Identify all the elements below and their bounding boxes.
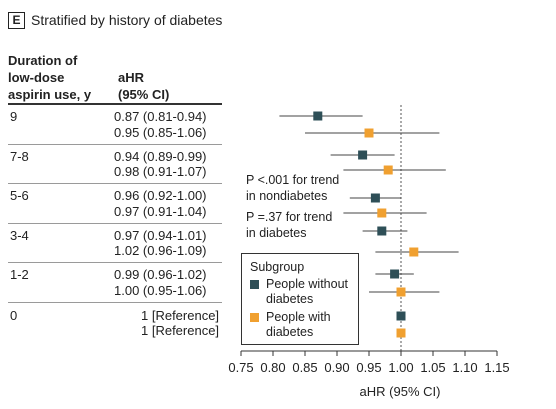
x-tick-label: 0.75 [228, 360, 253, 375]
estimate-point [396, 311, 406, 321]
trend-annotation-line: in nondiabetes [246, 189, 328, 203]
row-divider [8, 183, 222, 184]
duration-header-line: Duration of [8, 53, 78, 68]
row-label-3-4: 3-4 [10, 228, 29, 243]
estimate-point [396, 287, 406, 297]
estimate-point [383, 165, 393, 175]
legend-label: People without diabetes [266, 277, 349, 306]
legend-swatch-dark [250, 280, 259, 289]
x-tick-label: 0.95 [356, 360, 381, 375]
x-tick-label: 1.05 [420, 360, 445, 375]
x-tick-label: 0.90 [324, 360, 349, 375]
ci-without-7-8: 0.94 (0.89-0.99) [114, 149, 207, 164]
estimate-point [390, 269, 400, 279]
ci-without-3-4: 0.97 (0.94-1.01) [114, 228, 207, 243]
ahr-column-header: aHR (95% CI) [118, 69, 169, 103]
estimate-point [370, 193, 380, 203]
trend-annotation-nondiabetes: P <.001 for trend in nondiabetes [246, 172, 339, 204]
ci-without-1-2: 0.99 (0.96-1.02) [114, 267, 207, 282]
trend-annotation-line: P =.37 for trend [246, 210, 333, 224]
ci-with-5-6: 0.97 (0.91-1.04) [114, 204, 207, 219]
ci-without-0: 1 [Reference] [141, 308, 220, 323]
row-label-9: 9 [10, 109, 18, 124]
ci-with-9: 0.95 (0.85-1.06) [114, 125, 207, 140]
legend-item-without-diabetes: People without diabetes [250, 277, 350, 307]
ci-with-1-2: 1.00 (0.95-1.06) [114, 283, 207, 298]
row-divider [8, 302, 222, 303]
header-divider [8, 103, 222, 105]
duration-column-header: Duration of low-dose aspirin use, y [8, 52, 91, 103]
estimate-point [409, 247, 419, 257]
estimate-point [313, 111, 323, 121]
legend-swatch-orange [250, 313, 259, 322]
legend-item-with-diabetes: People with diabetes [250, 310, 350, 340]
estimate-point [377, 226, 387, 236]
trend-annotation-diabetes: P =.37 for trend in diabetes [246, 209, 332, 241]
duration-header-line: aspirin use, y [8, 87, 92, 102]
estimate-point [377, 208, 387, 218]
ci-without-9: 0.87 (0.81-0.94) [114, 109, 207, 124]
x-tick-label: 1.15 [484, 360, 509, 375]
duration-header-line: low-dose [8, 70, 65, 85]
row-divider [8, 223, 222, 224]
panel-title: Stratified by history of diabetes [31, 12, 223, 28]
ahr-header-line: (95% CI) [118, 87, 170, 102]
row-divider [8, 262, 222, 263]
estimate-point [358, 150, 368, 160]
ahr-header-line: aHR [118, 70, 145, 85]
ci-with-7-8: 0.98 (0.91-1.07) [114, 164, 207, 179]
x-tick-label: 1.00 [388, 360, 413, 375]
row-label-0: 0 [10, 308, 18, 323]
row-label-7-8: 7-8 [10, 149, 29, 164]
panel-header: E Stratified by history of diabetes [8, 9, 222, 31]
x-tick-label: 0.85 [292, 360, 317, 375]
trend-annotation-line: in diabetes [246, 226, 307, 240]
x-axis-label: aHR (95% CI) [359, 384, 441, 399]
estimate-point [396, 328, 406, 338]
ci-with-0: 1 [Reference] [141, 323, 220, 338]
row-divider [8, 144, 222, 145]
legend-label: People with diabetes [266, 310, 331, 339]
legend: Subgroup People without diabetes People … [241, 253, 359, 345]
legend-title: Subgroup [250, 260, 305, 274]
x-tick-label: 0.80 [260, 360, 285, 375]
row-label-1-2: 1-2 [10, 267, 29, 282]
x-tick-label: 1.10 [452, 360, 477, 375]
estimate-point [364, 128, 374, 138]
trend-annotation-line: P <.001 for trend [246, 173, 340, 187]
ci-with-3-4: 1.02 (0.96-1.09) [114, 243, 207, 258]
ci-without-5-6: 0.96 (0.92-1.00) [114, 188, 207, 203]
panel-letter: E [8, 11, 25, 29]
row-label-5-6: 5-6 [10, 188, 29, 203]
